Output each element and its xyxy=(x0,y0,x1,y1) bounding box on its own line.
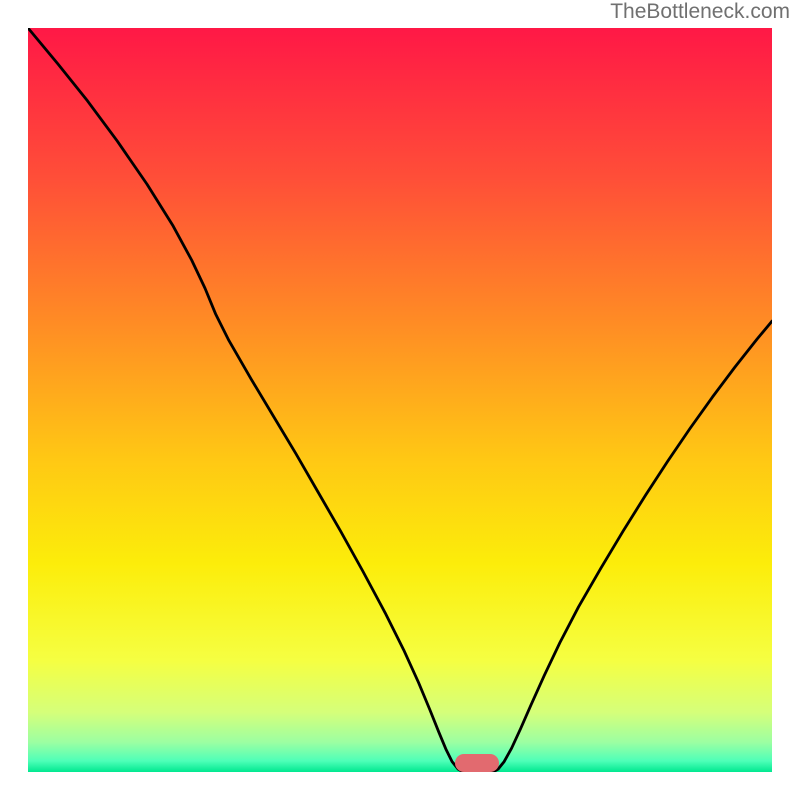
bottleneck-plot xyxy=(28,28,772,772)
chart-container: TheBottleneck.com xyxy=(0,0,800,800)
gradient-background xyxy=(28,28,772,772)
optimal-range-marker xyxy=(455,754,499,772)
attribution-label: TheBottleneck.com xyxy=(610,0,790,24)
